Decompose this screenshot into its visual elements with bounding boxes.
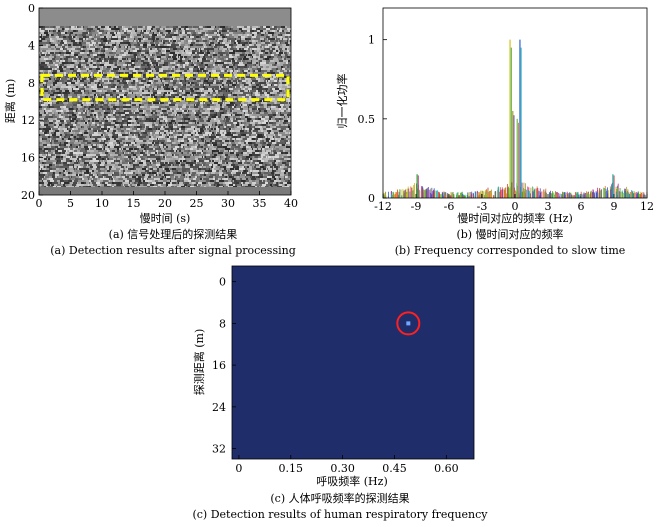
panel-c-xlabel: 呼吸频率 (Hz) (316, 474, 387, 488)
panel-b-ytick-label: 0.5 (358, 113, 376, 126)
panel-a-caption-en: (a) Detection results after signal proce… (50, 244, 295, 257)
panel-a-ytick-label: 16 (21, 152, 35, 165)
panel-c-ytick-label: 24 (212, 401, 226, 414)
panel-b-xtick-label: -3 (477, 200, 488, 213)
panel-b-xtick-label: 3 (545, 200, 552, 213)
panel-c-image (232, 266, 474, 459)
panel-c-ytick-label: 16 (212, 359, 226, 372)
panel-b-xtick-label: -9 (411, 200, 422, 213)
panel-c-xtick-label: 0.15 (279, 462, 304, 475)
panel-b-ytick-label: 0 (368, 192, 375, 205)
panel-c-caption-cn: (c) 人体呼吸频率的探测结果 (270, 491, 409, 505)
panel-b-xtick-label: 6 (578, 200, 585, 213)
panel-a-highlight-box (40, 73, 290, 102)
panel-a-xlabel: 慢时间 (s) (140, 212, 191, 225)
panel-c-ytick-label: 32 (212, 443, 226, 456)
panel-a-ytick-label: 8 (28, 77, 35, 90)
panel-c-target-point (406, 321, 411, 326)
panel-b: -12 -9 -6 -3 0 3 6 9 12 0 0.5 1 慢时间对应的频率 (Hz) 归一化功率… (335, 7, 654, 257)
panel-c-xtick-label: 0 (235, 462, 242, 475)
panel-c-xtick-label: 0.45 (382, 462, 407, 475)
panel-b-xtick-label: 9 (611, 200, 618, 213)
panel-a-image (39, 8, 291, 195)
panel-b-xlabel: 慢时间对应的频率 (Hz) (457, 211, 572, 225)
panel-a-xtick-label: 35 (253, 197, 267, 210)
panel-b-caption-cn: (b) 慢时间对应的频率 (456, 227, 563, 241)
panel-a-top-band (39, 8, 291, 26)
panel-b-xtick-label: 12 (640, 200, 654, 213)
panel-c-xtick-label: 0.30 (330, 462, 355, 475)
panel-b-ytick-label: 1 (368, 34, 375, 47)
panel-a-ylabel: 距离 (m) (3, 79, 17, 124)
panel-b-plot-area (383, 8, 647, 198)
panel-b-xtick-label: -6 (444, 200, 455, 213)
panel-a-caption-cn: (a) 信号处理后的探测结果 (109, 227, 238, 241)
panel-a-xtick-label: 0 (36, 197, 43, 210)
panel-c-frame (231, 265, 475, 460)
panel-c-ylabel: 探测距离 (m) (192, 329, 206, 396)
panel-a-xtick-label: 40 (284, 197, 298, 210)
panel-c: 0 0.15 0.30 0.45 0.60 0 8 16 24 32 呼吸频率 (Hz) 探测距离… (192, 265, 488, 521)
panel-a-ytick-label: 0 (28, 2, 35, 15)
panel-c-xtick-label: 0.60 (434, 462, 459, 475)
panel-a-xtick-label: 5 (67, 197, 74, 210)
panel-a-ytick-label: 20 (21, 189, 35, 202)
panel-a-ytick-label: 4 (28, 39, 35, 52)
panel-c-ytick-label: 8 (219, 317, 226, 330)
panel-c-ytick-label: 0 (219, 276, 226, 289)
panel-a-xtick-label: 30 (221, 197, 235, 210)
panel-a-xtick-label: 25 (190, 197, 204, 210)
panel-a: 0 5 10 15 20 25 30 35 40 0 4 8 12 16 20 慢时间 (s) 距离 (m)… (3, 2, 298, 257)
panel-b-xtick-label: 0 (512, 200, 519, 213)
panel-b-caption-en: (b) Frequency corresponded to slow time (395, 244, 626, 257)
panel-c-target-marker (396, 311, 421, 336)
panel-b-ylabel: 归一化功率 (335, 74, 349, 129)
panel-a-xtick-label: 10 (95, 197, 109, 210)
panel-a-xtick-label: 20 (158, 197, 172, 210)
panel-c-caption-en: (c) Detection results of human respirato… (192, 508, 488, 521)
panel-a-xtick-label: 15 (127, 197, 141, 210)
panel-b-xtick-label: -12 (374, 200, 392, 213)
panel-a-ytick-label: 12 (21, 114, 35, 127)
